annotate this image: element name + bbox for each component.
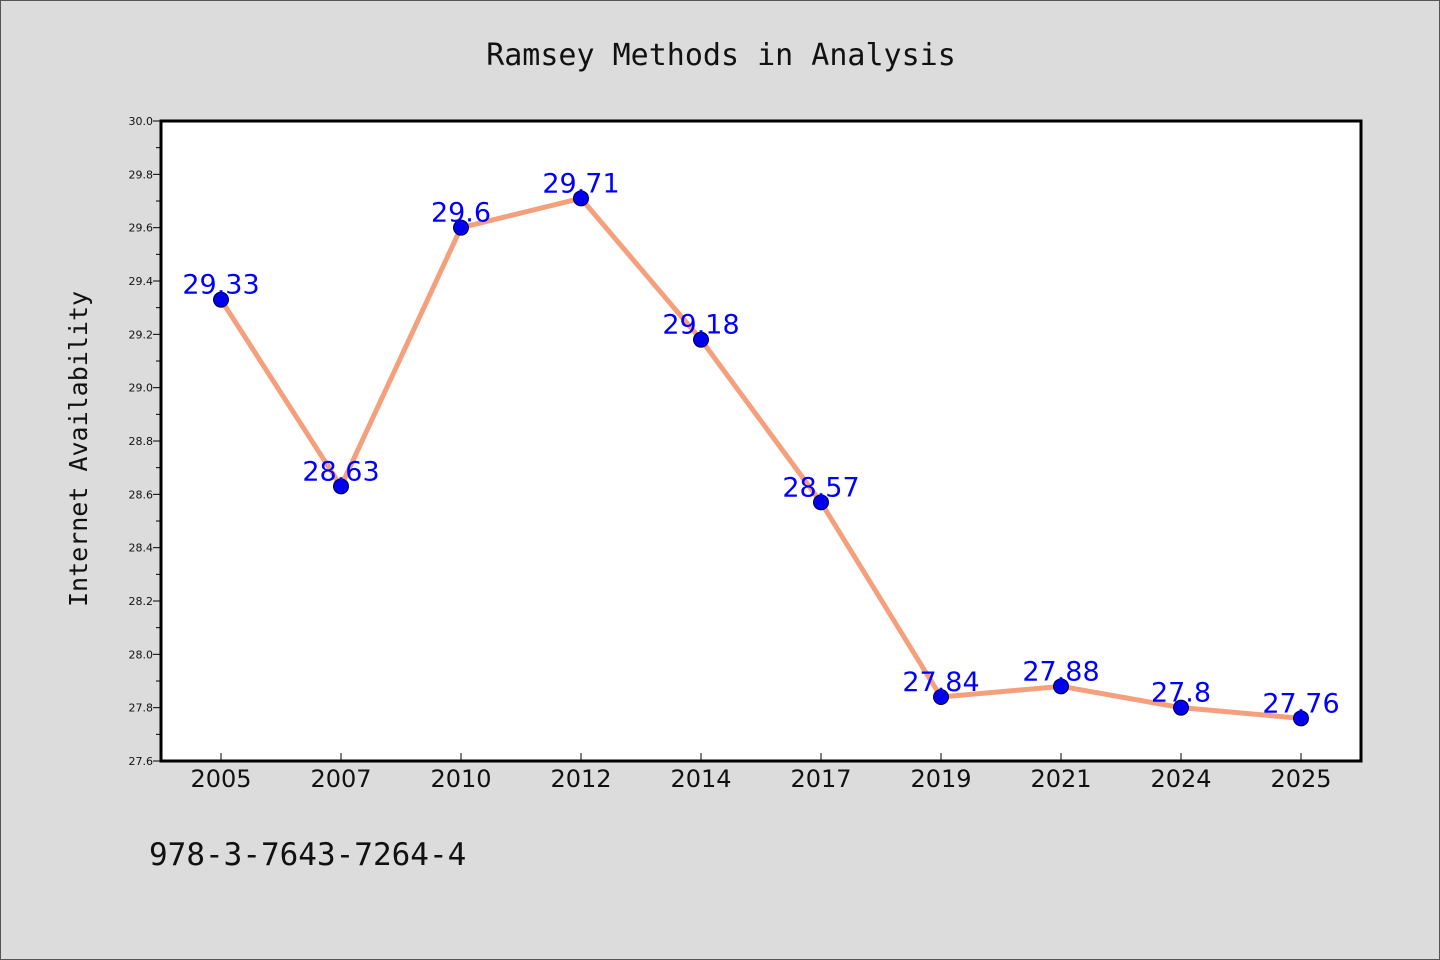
x-tick-label: 2017 [790, 765, 851, 793]
data-point [813, 494, 829, 511]
y-tick-label: 29.0 [129, 382, 154, 395]
data-point [573, 190, 589, 207]
series-line [218, 195, 1304, 721]
chart-title: Ramsey Methods in Analysis [486, 38, 956, 73]
data-label: 27.84 [902, 667, 979, 698]
data-point [1053, 678, 1069, 695]
y-tick-label: 29.8 [129, 168, 154, 181]
x-tick-label: 2025 [1270, 765, 1331, 793]
x-tick-label: 2010 [430, 765, 491, 793]
data-label: 29.6 [431, 198, 491, 229]
y-tick-label: 30.0 [129, 115, 154, 128]
data-point [1293, 710, 1309, 727]
data-point [693, 331, 709, 348]
data-label: 27.8 [1151, 678, 1211, 709]
y-tick-label: 28.8 [129, 435, 154, 448]
x-tick-label: 2014 [670, 765, 731, 793]
y-tick-label: 27.8 [129, 702, 154, 715]
data-point [453, 219, 469, 236]
y-tick-label: 28.2 [129, 595, 154, 608]
data-point [333, 478, 349, 495]
data-label: 28.63 [302, 456, 379, 487]
data-label: 27.88 [1022, 656, 1099, 687]
data-label: 29.33 [182, 270, 259, 301]
data-point [1173, 699, 1189, 716]
y-tick-label: 29.4 [129, 275, 154, 288]
y-tick-label: 28.4 [129, 542, 154, 555]
plot-area [159, 119, 1363, 763]
y-tick-label: 28.0 [129, 648, 154, 661]
series-internet-availability: 29.33 28.63 29.6 29.71 29.18 28.57 27.84 27.88 2… [182, 168, 1340, 727]
data-label: 29.71 [542, 168, 619, 199]
x-axis-ticks: 2005 2007 2010 2012 2014 2017 2019 2021 2024 2025 [190, 753, 1332, 793]
x-tick-label: 2012 [550, 765, 611, 793]
y-tick-label: 29.2 [129, 328, 154, 341]
y-axis-label: Internet Availability [64, 291, 93, 607]
y-tick-label: 28.6 [129, 488, 154, 501]
isbn-footnote: 978-3-7643-7264-4 [149, 837, 466, 873]
y-tick-label: 29.6 [129, 222, 154, 235]
x-tick-label: 2021 [1030, 765, 1091, 793]
y-tick-label: 27.6 [129, 755, 154, 768]
data-label: 28.57 [782, 472, 859, 503]
data-label: 27.76 [1262, 688, 1339, 719]
data-label: 29.18 [662, 310, 739, 341]
x-tick-label: 2024 [1150, 765, 1211, 793]
data-point [933, 689, 949, 705]
data-point [213, 291, 229, 308]
x-tick-label: 2005 [190, 765, 251, 793]
x-tick-label: 2019 [910, 765, 971, 793]
y-axis-ticks: 27.6 27.8 28.0 28.2 28.4 28.6 28.8 29.0 29.2 29.4… [129, 115, 161, 768]
x-tick-label: 2007 [310, 765, 371, 793]
